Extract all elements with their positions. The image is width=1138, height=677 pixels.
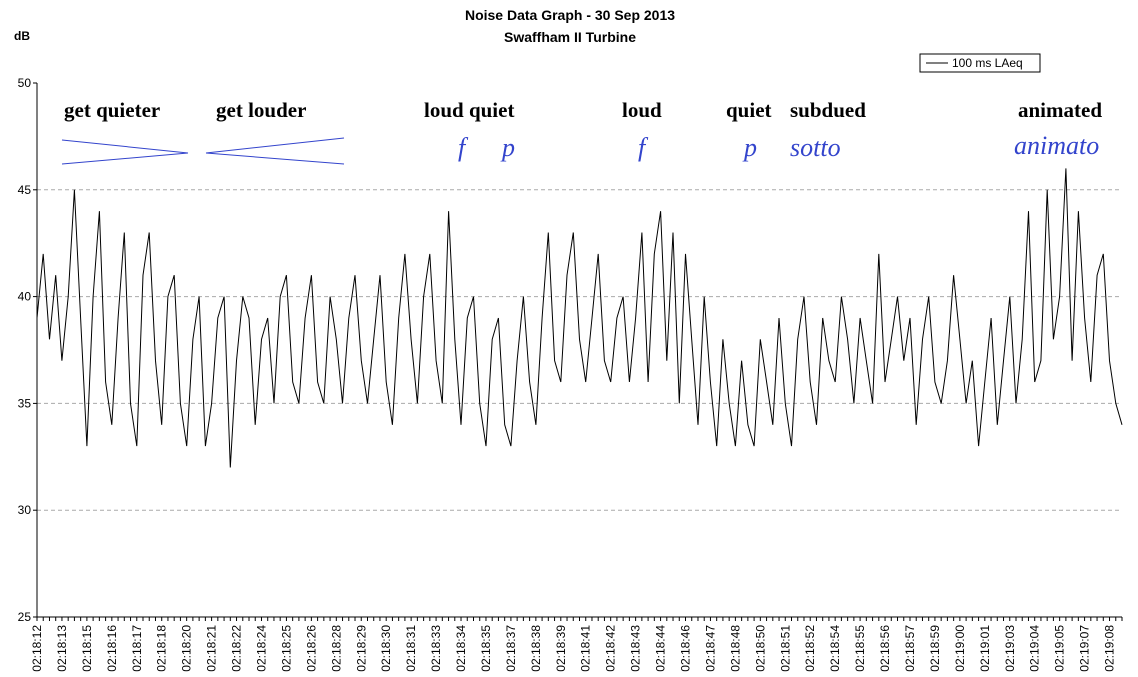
x-tick-label: 02:18:56 — [878, 625, 892, 672]
legend-box — [919, 53, 1041, 73]
x-tick-label: 02:18:18 — [155, 625, 169, 672]
y-tick-label: 35 — [18, 396, 32, 410]
x-tick-label: 02:18:29 — [354, 625, 368, 672]
x-tick-label: 02:18:54 — [828, 625, 842, 672]
annotation: animated — [1018, 98, 1102, 122]
x-tick-label: 02:18:38 — [529, 625, 543, 672]
x-tick-label: 02:19:08 — [1103, 625, 1117, 672]
x-tick-label: 02:19:04 — [1028, 625, 1042, 672]
x-tick-label: 02:18:26 — [304, 625, 318, 672]
y-axis-label: dB — [14, 29, 30, 43]
x-tick-label: 02:18:48 — [728, 625, 742, 672]
x-tick-label: 02:18:24 — [254, 625, 268, 672]
x-tick-label: 02:19:00 — [953, 625, 967, 672]
x-tick-label: 02:18:59 — [928, 625, 942, 672]
y-tick-label: 50 — [18, 76, 32, 90]
x-tick-label: 02:18:35 — [479, 625, 493, 672]
x-tick-label: 02:18:22 — [230, 625, 244, 672]
x-tick-label: 02:18:13 — [55, 625, 69, 672]
x-tick-label: 02:18:30 — [379, 625, 393, 672]
y-tick-label: 40 — [18, 290, 32, 304]
x-tick-label: 02:18:33 — [429, 625, 443, 672]
x-tick-label: 02:18:25 — [279, 625, 293, 672]
x-tick-label: 02:18:37 — [504, 625, 518, 672]
x-tick-label: 02:18:46 — [679, 625, 693, 672]
x-tick-label: 02:18:51 — [778, 625, 792, 672]
y-tick-label: 25 — [18, 610, 32, 624]
y-tick-label: 30 — [18, 503, 32, 517]
x-tick-label: 02:18:50 — [753, 625, 767, 672]
annotation: loud — [622, 98, 662, 122]
annotation: subdued — [790, 98, 866, 122]
annotation: get louder — [216, 98, 306, 122]
y-tick-label: 45 — [18, 183, 32, 197]
x-tick-label: 02:18:43 — [629, 625, 643, 672]
annotation: get quieter — [64, 98, 160, 122]
x-tick-label: 02:18:16 — [105, 625, 119, 672]
chart-title: Noise Data Graph - 30 Sep 2013 — [465, 7, 675, 23]
x-tick-label: 02:18:12 — [30, 625, 44, 672]
x-tick-label: 02:18:42 — [604, 625, 618, 672]
chart-subtitle: Swaffham II Turbine — [504, 29, 636, 45]
annotation: p — [500, 133, 515, 162]
x-tick-label: 02:18:31 — [404, 625, 418, 672]
x-tick-label: 02:18:20 — [180, 625, 194, 672]
x-tick-label: 02:18:21 — [205, 625, 219, 672]
hairpins — [61, 137, 345, 165]
x-tick-label: 02:18:55 — [853, 625, 867, 672]
x-tick-label: 02:18:15 — [80, 625, 94, 672]
annotation: p — [742, 133, 757, 162]
x-tick-label: 02:18:41 — [579, 625, 593, 672]
annotation: sotto — [790, 133, 841, 162]
x-tick-label: 02:18:39 — [554, 625, 568, 672]
annotation: quiet — [726, 98, 772, 122]
annotation: loud quiet — [424, 98, 514, 122]
annotation: f — [458, 133, 469, 162]
annotation: animato — [1014, 131, 1099, 160]
x-tick-label: 02:19:01 — [978, 625, 992, 672]
x-tick-label: 02:18:17 — [130, 625, 144, 672]
legend-label: 100 ms LAeq — [952, 56, 1023, 70]
x-tick-label: 02:19:05 — [1053, 625, 1067, 672]
x-tick-label: 02:18:57 — [903, 625, 917, 672]
x-tick-label: 02:18:28 — [329, 625, 343, 672]
x-tick-label: 02:18:52 — [803, 625, 817, 672]
x-tick-label: 02:18:47 — [703, 625, 717, 672]
x-tick-label: 02:18:34 — [454, 625, 468, 672]
x-tick-label: 02:19:03 — [1003, 625, 1017, 672]
x-tick-label: 02:18:44 — [654, 625, 668, 672]
x-tick-label: 02:19:07 — [1078, 625, 1092, 672]
annotation: f — [638, 133, 649, 162]
data-line — [36, 168, 1123, 468]
